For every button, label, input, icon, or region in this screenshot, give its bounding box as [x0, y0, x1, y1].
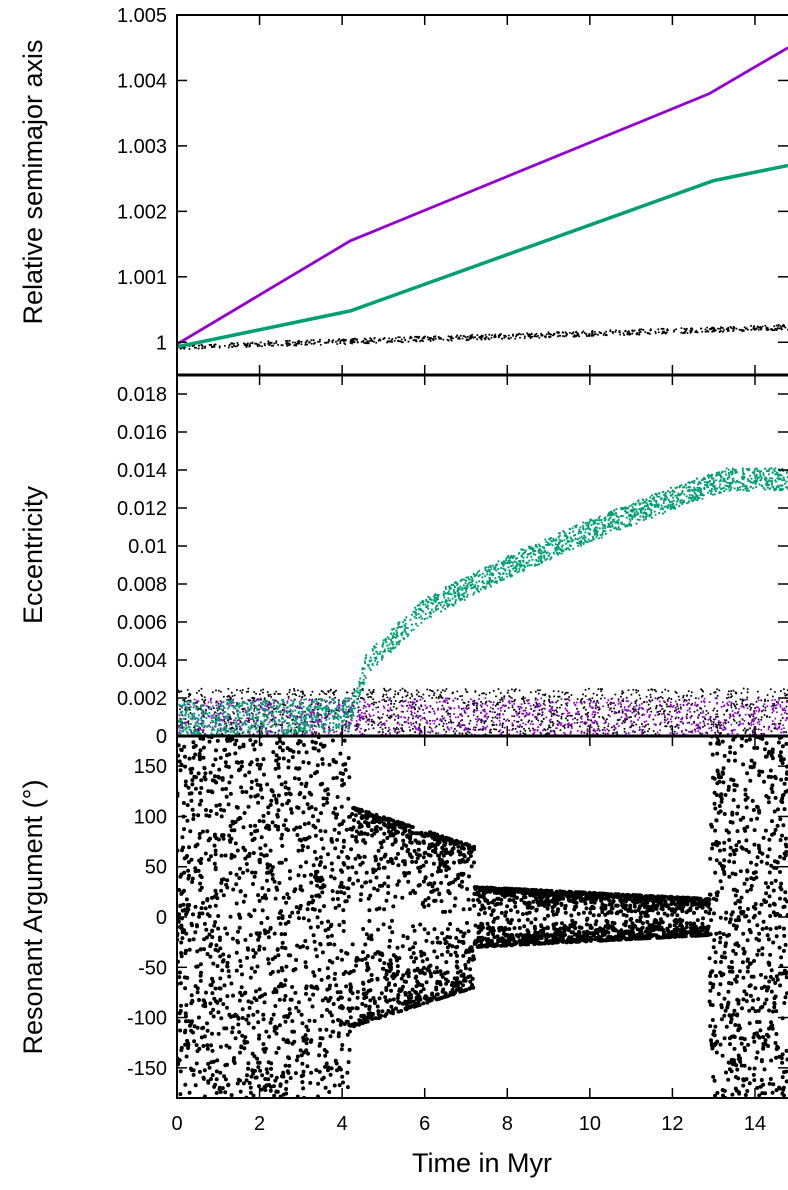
series-black-points: [176, 323, 788, 350]
y-tick-label: 1.001: [117, 267, 167, 289]
y-tick-label: 1.004: [117, 70, 167, 92]
x-axis-title: Time in Myr: [412, 1148, 552, 1178]
y-tick-label: -100: [127, 1008, 167, 1030]
panel-frame: [176, 374, 788, 737]
panel-semimajor-axis: [176, 46, 788, 350]
y-tick-label: 50: [145, 857, 167, 879]
panel-frame: [176, 14, 788, 376]
y-tick-label: 1.003: [117, 136, 167, 158]
y-tick-label: 150: [134, 756, 167, 778]
x-tick-label: 0: [171, 1113, 182, 1135]
x-tick-label: 4: [337, 1113, 348, 1135]
y-tick-label: -50: [138, 957, 167, 979]
y-axis-title-resonant-argument: Resonant Argument (°): [18, 780, 48, 1055]
y-tick-label: 0.006: [117, 612, 167, 634]
x-tick-label: 14: [744, 1113, 766, 1135]
series-purple-line: [176, 46, 788, 346]
y-tick-label: 0.014: [117, 460, 167, 482]
series-resonant-argument-points: [177, 736, 788, 1098]
x-tick-label: 2: [254, 1113, 265, 1135]
y-tick-label: 0.008: [117, 574, 167, 596]
y-tick-label: 100: [134, 806, 167, 828]
series-green-points: [176, 467, 788, 737]
panel-eccentricity: [176, 467, 788, 737]
x-tick-label: 12: [661, 1113, 683, 1135]
y-tick-label: 0.012: [117, 498, 167, 520]
y-tick-label: 0.004: [117, 650, 167, 672]
panel-resonant-argument: [177, 736, 788, 1098]
y-axis-title-eccentricity: Eccentricity: [18, 485, 48, 624]
y-tick-label: 0: [156, 907, 167, 929]
x-tick-label: 8: [502, 1113, 513, 1135]
series-green-line: [176, 163, 788, 349]
x-tick-label: 10: [579, 1113, 601, 1135]
y-tick-label: 0.01: [128, 536, 167, 558]
y-tick-label: 0.016: [117, 422, 167, 444]
y-tick-label: 1.005: [117, 5, 167, 27]
y-axis-title-semimajor: Relative semimajor axis: [18, 39, 48, 324]
y-tick-label: 1.002: [117, 201, 167, 223]
y-tick-label: 0: [156, 726, 167, 748]
y-tick-label: 0.018: [117, 384, 167, 406]
panel-frames: 0 2 4 6 8 10 12 14 1 1.001 1.002 1.003 1.004 1.005 0 0.…: [117, 5, 788, 1135]
y-tick-label: 1: [156, 332, 167, 354]
x-tick-label: 6: [419, 1113, 430, 1135]
y-tick-label: -150: [127, 1058, 167, 1080]
y-tick-label: 0.002: [117, 688, 167, 710]
